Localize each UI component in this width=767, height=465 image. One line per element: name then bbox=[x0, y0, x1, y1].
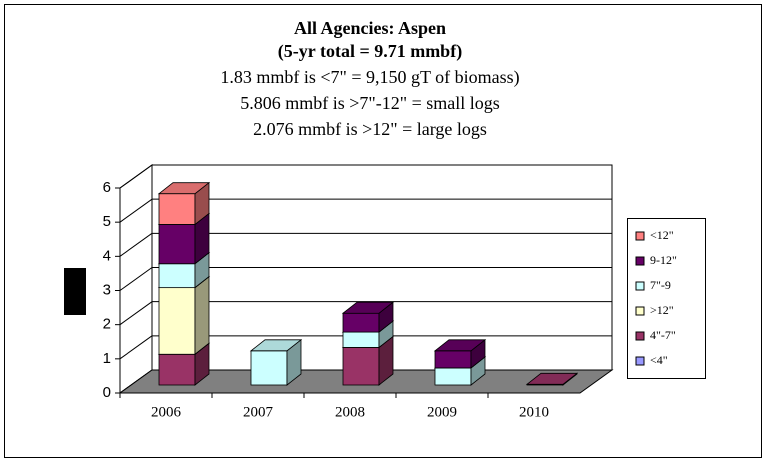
x-tick-label: 2008 bbox=[335, 404, 365, 420]
bar-segment bbox=[158, 193, 196, 225]
x-tick-label: 2007 bbox=[243, 404, 274, 420]
chart-title: 2.076 mmbf is >12" = large logs bbox=[253, 119, 487, 139]
legend-swatch bbox=[635, 231, 645, 241]
x-tick-label: 2006 bbox=[151, 404, 182, 420]
bar-segment bbox=[158, 263, 196, 289]
y-tick-label: 0 bbox=[103, 384, 111, 401]
legend-swatch bbox=[635, 331, 645, 341]
chart-title: 5.806 mmbf is >7"-12" = small logs bbox=[240, 93, 500, 113]
bar-segment bbox=[342, 312, 380, 333]
bar-segment bbox=[434, 367, 472, 386]
y-tick-label: 5 bbox=[103, 213, 111, 230]
y-tick-label: 3 bbox=[103, 281, 111, 298]
legend-label: 7"-9 bbox=[650, 278, 671, 292]
grid-line bbox=[119, 335, 153, 360]
legend-label: >12" bbox=[650, 303, 674, 317]
bar-top bbox=[249, 339, 303, 352]
y-tick-label: 2 bbox=[103, 316, 111, 333]
y-tick-label: 4 bbox=[103, 247, 111, 264]
bar-segment bbox=[434, 350, 472, 369]
grid-line bbox=[119, 267, 153, 291]
grid-line bbox=[119, 301, 153, 326]
chart-title: All Agencies: Aspen bbox=[294, 18, 446, 38]
y-axis-label-block bbox=[64, 268, 86, 315]
legend-label: <4" bbox=[650, 353, 668, 367]
grid-line bbox=[119, 164, 153, 189]
bar-top bbox=[341, 301, 395, 314]
legend-swatch bbox=[635, 306, 645, 316]
legend-swatch bbox=[635, 281, 645, 291]
legend-swatch bbox=[635, 256, 645, 266]
bar-segment bbox=[158, 224, 196, 265]
bar-top bbox=[157, 182, 211, 195]
bar-segment bbox=[158, 353, 196, 386]
y-tick-label: 6 bbox=[103, 179, 111, 196]
legend-swatch bbox=[635, 356, 645, 366]
chart-title: (5-yr total = 9.71 mmbf) bbox=[278, 41, 462, 62]
x-tick-label: 2009 bbox=[427, 404, 457, 420]
bar-segment bbox=[250, 350, 288, 386]
x-tick-label: 2010 bbox=[519, 404, 549, 420]
bar-top bbox=[525, 372, 579, 385]
bar-side bbox=[194, 275, 210, 356]
grid-line bbox=[119, 198, 153, 223]
legend-label: <12" bbox=[650, 228, 674, 242]
bar-segment bbox=[342, 331, 380, 348]
bar-segment bbox=[342, 347, 380, 386]
chart-title: 1.83 mmbf is <7" = 9,150 gT of biomass) bbox=[220, 67, 519, 88]
bar-top bbox=[433, 339, 487, 352]
legend-label: 4"-7" bbox=[650, 328, 676, 342]
y-tick-label: 1 bbox=[103, 350, 111, 367]
bar-segment bbox=[158, 287, 196, 355]
legend bbox=[627, 218, 706, 379]
legend-label: 9-12" bbox=[650, 253, 677, 267]
grid-line bbox=[119, 232, 153, 257]
